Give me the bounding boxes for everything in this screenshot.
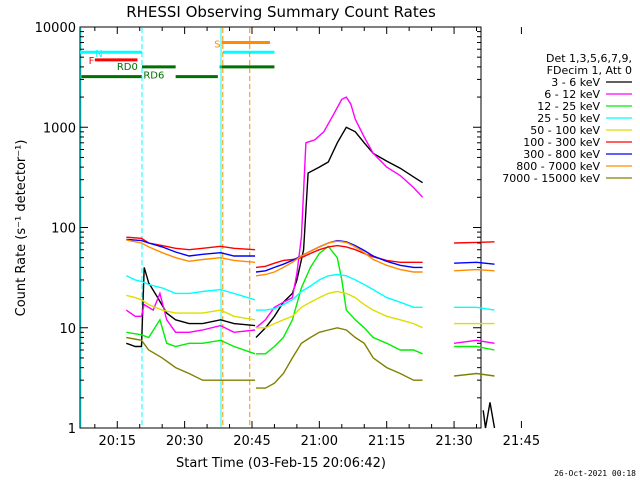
- legend: Det 1,3,5,6,7,9,FDecim 1, Att 03 - 6 keV…: [502, 52, 632, 185]
- y-axis-label: Count Rate (s⁻¹ detector⁻¹): [14, 140, 29, 317]
- series-line-6-12-kev: [454, 339, 495, 344]
- flag-label-rd6: RD6: [143, 71, 164, 82]
- legend-label: 6 - 12 keV: [544, 88, 600, 101]
- x-tick-label: 21:30: [435, 434, 472, 449]
- legend-label: 800 - 7000 keV: [516, 160, 600, 173]
- series-line-100-300-kev: [255, 244, 423, 269]
- series-line-300-800-kev: [126, 238, 256, 257]
- series-line-100-300-kev: [454, 241, 495, 244]
- series-line-100-300-kev: [126, 236, 256, 251]
- flag-label-s: S: [214, 40, 220, 51]
- x-tick-label: 20:45: [233, 434, 270, 449]
- x-axis-label: Start Time (03-Feb-15 20:06:42): [176, 456, 386, 471]
- legend-label: 7000 - 15000 keV: [502, 172, 600, 185]
- mode-change-lines: [80, 28, 251, 427]
- series-line-3-6-kev: [126, 267, 256, 348]
- series-line-50-100-kev: [256, 290, 423, 329]
- series-line-800-7000-kev: [255, 240, 423, 277]
- series-line-50-100-kev: [126, 294, 256, 321]
- series-line-300-800-kev: [454, 261, 495, 265]
- flag-label-rd0: RD0: [117, 62, 138, 73]
- series-line-12-25-kev: [256, 245, 423, 355]
- series-line-6-12-kev: [125, 291, 256, 334]
- series-line-7000-15000-kev: [454, 372, 495, 377]
- plot-frame: [79, 26, 482, 429]
- legend-label: 300 - 800 keV: [523, 148, 600, 161]
- series-line-25-50-kev: [256, 273, 423, 311]
- y-tick-label: 10: [59, 322, 76, 337]
- series-line-25-50-kev: [454, 306, 495, 311]
- flag-label-f: F: [89, 56, 95, 67]
- chart-title: RHESSI Observing Summary Count Rates: [126, 3, 436, 21]
- series-line-12-25-kev: [126, 318, 256, 355]
- y-axis-ticks: 1 10 100 1000 10000: [35, 21, 481, 437]
- x-tick-label: 21:15: [368, 434, 405, 449]
- x-tick-label: 20:15: [99, 434, 136, 449]
- legend-label: 50 - 100 keV: [530, 124, 600, 137]
- series-line-7000-15000-kev: [256, 327, 423, 389]
- series-line-12-25-kev: [454, 345, 495, 351]
- series-lines: [125, 96, 496, 429]
- series-line-7000-15000-kev: [126, 336, 256, 381]
- legend-header: FDecim 1, Att 0: [547, 64, 632, 77]
- series-line-800-7000-kev: [454, 268, 495, 272]
- flag-bars: N S F RD0 RD6: [80, 40, 275, 82]
- x-tick-label: 21:00: [301, 434, 338, 449]
- x-tick-label: 20:30: [166, 434, 203, 449]
- flag-label-n: N: [95, 49, 102, 60]
- series-line-6-12-kev: [255, 96, 424, 329]
- y-tick-label: 1000: [43, 121, 76, 136]
- legend-label: 3 - 6 keV: [551, 76, 600, 89]
- y-tick-label: 10000: [35, 21, 76, 36]
- legend-label: 12 - 25 keV: [537, 100, 600, 113]
- footer-timestamp: 26-Oct-2021 00:18: [554, 469, 636, 478]
- legend-header: Det 1,3,5,6,7,9,: [546, 52, 632, 65]
- y-tick-label: 1: [68, 422, 76, 437]
- legend-label: 25 - 50 keV: [537, 112, 600, 125]
- series-line-25-50-kev: [126, 275, 256, 301]
- legend-label: 100 - 300 keV: [523, 136, 600, 149]
- x-tick-label: 21:45: [503, 434, 540, 449]
- x-axis-ticks: 20:15 20:30 20:45 21:00 21:15 21:30 21:45: [94, 27, 540, 449]
- series-line-800-7000-kev: [126, 239, 256, 263]
- y-tick-label: 100: [51, 222, 76, 237]
- series-line-3-6-kev: [482, 402, 496, 429]
